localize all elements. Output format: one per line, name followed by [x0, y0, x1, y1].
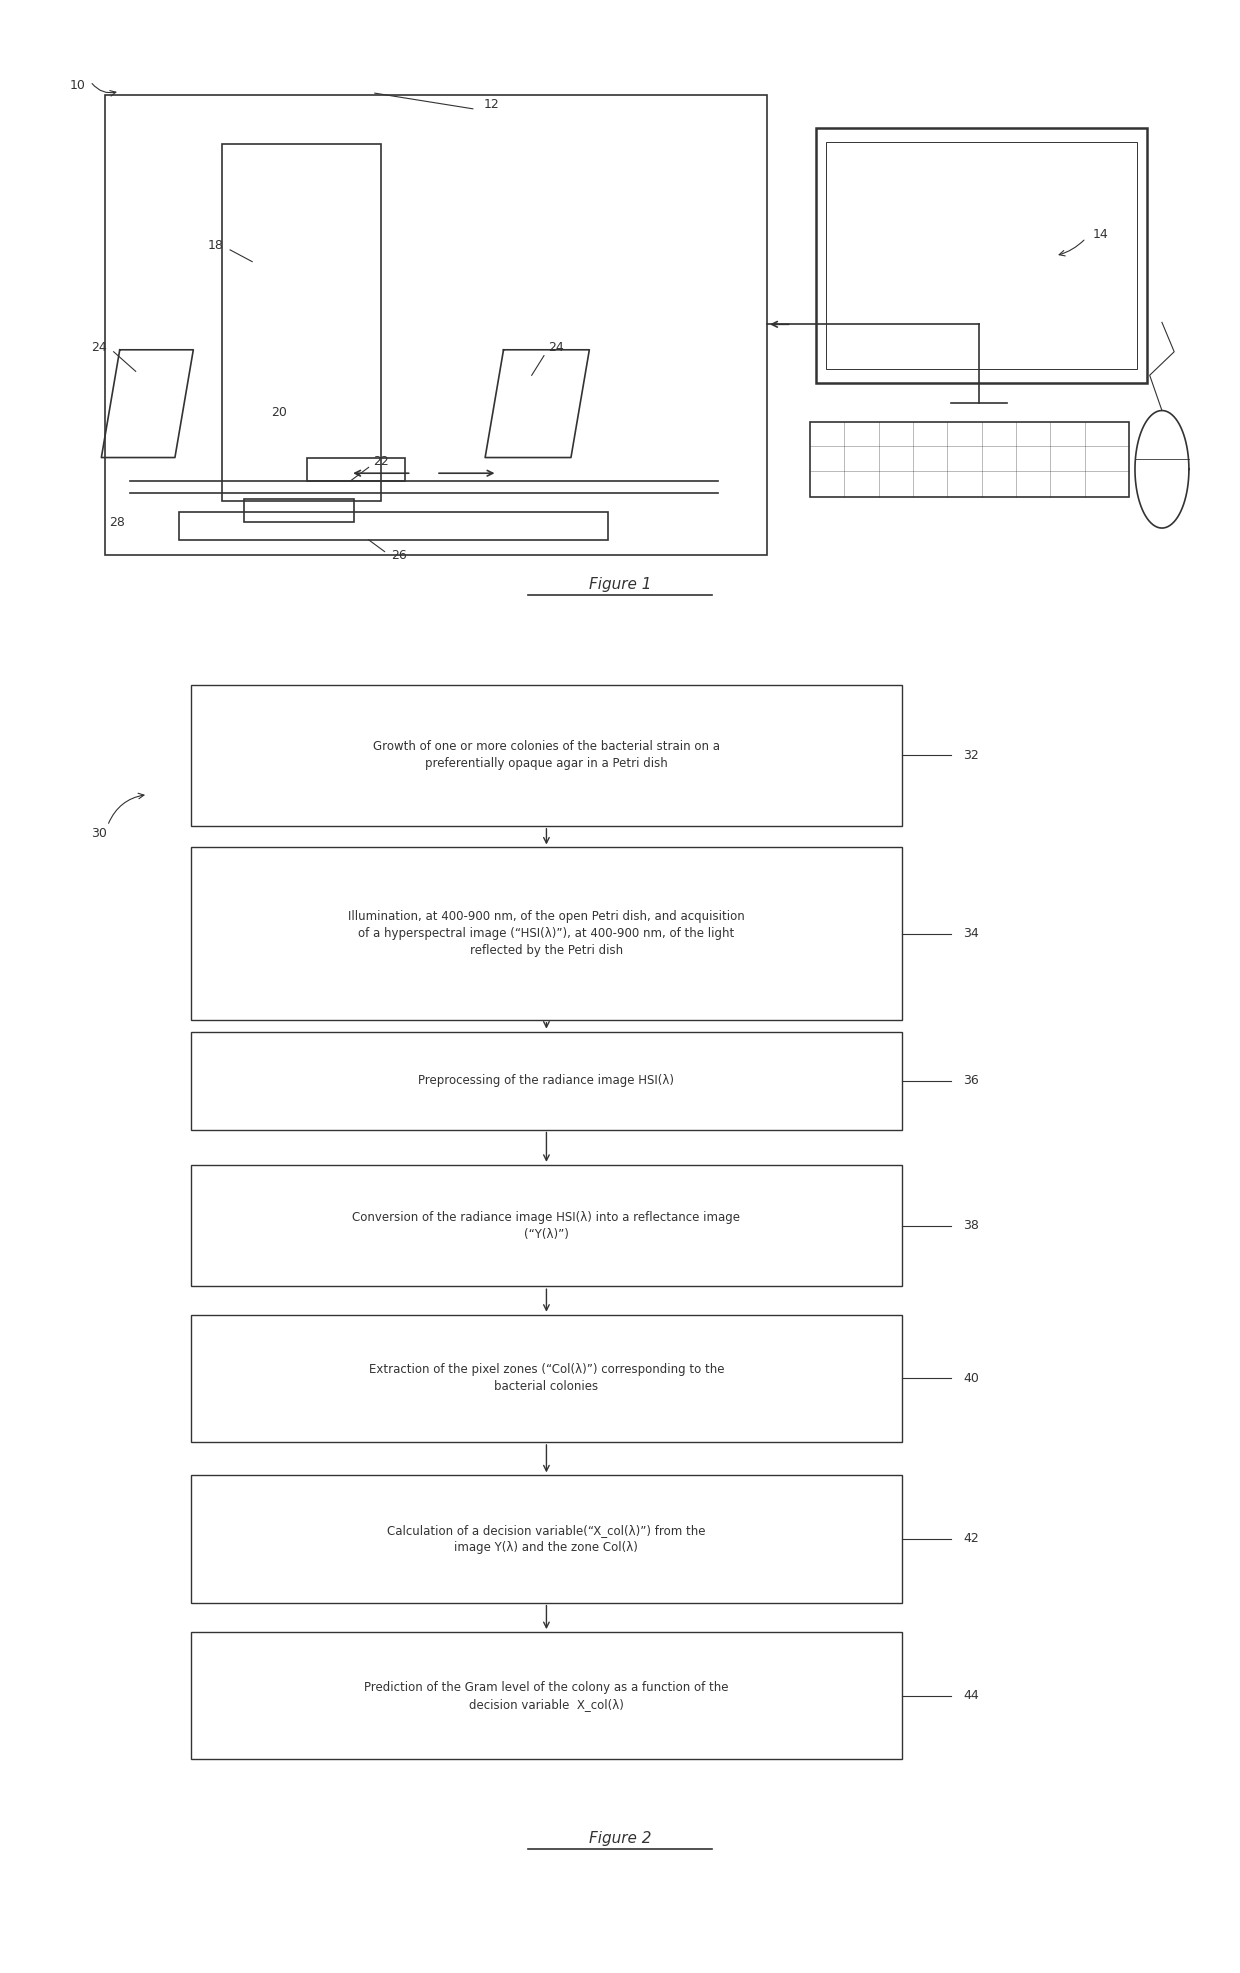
Text: 34: 34	[963, 927, 980, 939]
Text: 28: 28	[109, 515, 125, 529]
Text: 20: 20	[272, 406, 288, 418]
Text: 40: 40	[963, 1371, 980, 1385]
Text: 10: 10	[71, 79, 86, 93]
Text: 24: 24	[91, 341, 107, 355]
Text: 12: 12	[484, 99, 500, 110]
Text: 22: 22	[373, 456, 389, 468]
Text: 26: 26	[392, 548, 407, 562]
Text: Conversion of the radiance image HSI(λ) into a reflectance image
(“Y(λ)”): Conversion of the radiance image HSI(λ) …	[352, 1211, 740, 1241]
Text: 38: 38	[963, 1219, 980, 1231]
Text: 32: 32	[963, 750, 980, 762]
Text: Prediction of the Gram level of the colony as a function of the
decision variabl: Prediction of the Gram level of the colo…	[365, 1681, 729, 1711]
Text: 24: 24	[548, 341, 564, 355]
Text: Growth of one or more colonies of the bacterial strain on a
preferentially opaqu: Growth of one or more colonies of the ba…	[373, 740, 720, 769]
Text: Calculation of a decision variable(“X_col(λ)”) from the
image Y(λ) and the zone : Calculation of a decision variable(“X_co…	[387, 1523, 706, 1555]
Text: Illumination, at 400-900 nm, of the open Petri dish, and acquisition
of a hypers: Illumination, at 400-900 nm, of the open…	[348, 910, 745, 957]
Text: Preprocessing of the radiance image HSI(λ): Preprocessing of the radiance image HSI(…	[418, 1073, 675, 1087]
Text: 14: 14	[1092, 227, 1109, 241]
Text: Figure 1: Figure 1	[589, 578, 651, 592]
Text: 30: 30	[91, 827, 107, 840]
Text: 36: 36	[963, 1073, 980, 1087]
Text: 42: 42	[963, 1533, 980, 1545]
Text: Figure 2: Figure 2	[589, 1831, 651, 1847]
Text: 18: 18	[207, 239, 223, 253]
Text: 44: 44	[963, 1689, 980, 1703]
Text: Extraction of the pixel zones (“Col(λ)”) corresponding to the
bacterial colonies: Extraction of the pixel zones (“Col(λ)”)…	[368, 1363, 724, 1393]
